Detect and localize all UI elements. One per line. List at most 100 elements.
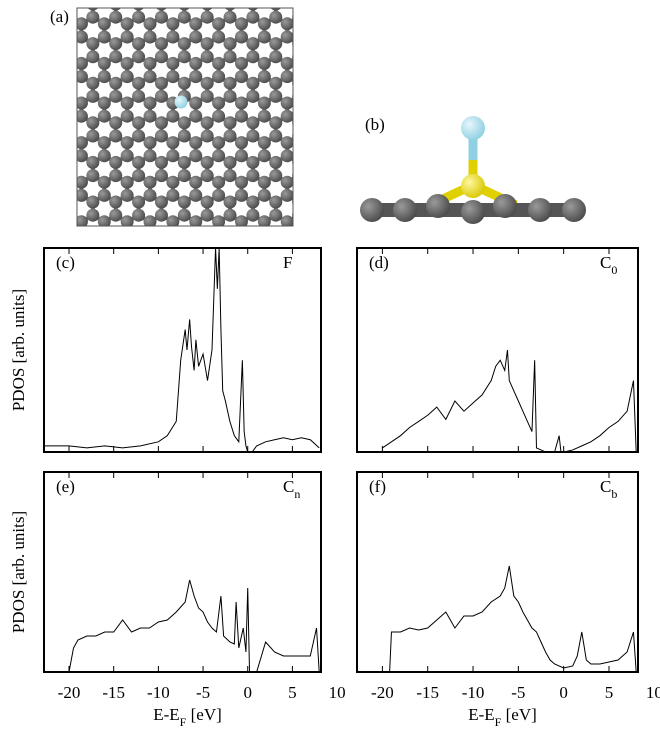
bond bbox=[344, 235, 355, 242]
bond bbox=[356, 156, 367, 163]
atom bbox=[86, 248, 99, 261]
atom bbox=[201, 50, 214, 63]
atom bbox=[189, 57, 202, 70]
atom bbox=[246, 169, 259, 182]
atom bbox=[326, 176, 339, 189]
bond bbox=[24, 77, 35, 84]
bond bbox=[356, 96, 367, 103]
bond bbox=[321, 215, 332, 222]
atom bbox=[144, 17, 157, 30]
bond bbox=[287, 235, 298, 242]
atom bbox=[258, 268, 271, 281]
atom bbox=[98, 229, 111, 242]
pdos-line bbox=[44, 248, 319, 452]
bond bbox=[321, 136, 332, 143]
atom bbox=[155, 209, 168, 222]
bond bbox=[173, 255, 184, 262]
atom bbox=[304, 268, 317, 281]
atom bbox=[315, 235, 328, 248]
bond bbox=[36, 255, 47, 262]
bond bbox=[344, 77, 355, 84]
x-label: E-EF [eV] bbox=[153, 705, 222, 729]
atom bbox=[52, 136, 65, 149]
bond bbox=[184, 235, 195, 242]
bond bbox=[356, 17, 367, 24]
bond bbox=[299, 77, 310, 84]
atom bbox=[224, 77, 237, 90]
bond bbox=[356, 176, 367, 183]
atom bbox=[0, 130, 8, 143]
atom bbox=[6, 136, 19, 149]
bond bbox=[47, 235, 58, 242]
bond bbox=[253, 0, 264, 4]
bond bbox=[59, 0, 70, 4]
bond bbox=[367, 176, 378, 183]
bond bbox=[36, 235, 47, 242]
atom bbox=[224, 116, 237, 129]
atom bbox=[86, 116, 99, 129]
bond bbox=[139, 235, 150, 242]
bond bbox=[310, 0, 321, 4]
atom bbox=[0, 50, 8, 63]
atom bbox=[235, 17, 248, 30]
atom bbox=[326, 97, 339, 110]
atom bbox=[349, 97, 362, 110]
atom bbox=[132, 209, 145, 222]
atom bbox=[155, 169, 168, 182]
atom bbox=[292, 90, 305, 103]
bond bbox=[150, 0, 161, 4]
bond bbox=[367, 17, 378, 24]
bond bbox=[1, 57, 12, 64]
atom bbox=[224, 156, 237, 169]
atom bbox=[281, 189, 294, 202]
atom bbox=[109, 77, 122, 90]
text-part: E-E bbox=[153, 705, 179, 724]
atom bbox=[41, 248, 54, 261]
atom bbox=[235, 57, 248, 70]
bond bbox=[161, 0, 172, 4]
bond bbox=[299, 96, 310, 103]
atom bbox=[246, 248, 259, 261]
bond bbox=[1, 0, 12, 4]
atom bbox=[64, 209, 77, 222]
bond bbox=[344, 215, 355, 222]
atom bbox=[212, 31, 225, 44]
bond bbox=[1, 195, 12, 202]
atom bbox=[281, 229, 294, 242]
bond bbox=[310, 57, 321, 64]
atom bbox=[166, 176, 179, 189]
bond bbox=[310, 176, 321, 183]
atom bbox=[338, 116, 351, 129]
atom bbox=[75, 268, 88, 281]
bond bbox=[299, 156, 310, 163]
bond bbox=[59, 136, 70, 143]
bond bbox=[344, 156, 355, 163]
bond bbox=[241, 235, 252, 242]
atom bbox=[189, 110, 202, 123]
atom bbox=[121, 149, 134, 162]
atom bbox=[98, 136, 111, 149]
bond bbox=[116, 255, 127, 262]
bond bbox=[36, 195, 47, 202]
side-view bbox=[360, 116, 586, 224]
bond bbox=[127, 235, 138, 242]
bond bbox=[344, 255, 355, 262]
bond bbox=[47, 176, 58, 183]
bond bbox=[333, 77, 344, 84]
bond bbox=[333, 37, 344, 44]
bond bbox=[36, 37, 47, 44]
atom bbox=[6, 189, 19, 202]
bond bbox=[173, 235, 184, 242]
atom bbox=[132, 77, 145, 90]
atom bbox=[29, 136, 42, 149]
atom bbox=[144, 189, 157, 202]
subscript: n bbox=[294, 487, 300, 501]
atom bbox=[269, 90, 282, 103]
bond bbox=[1, 255, 12, 262]
atom bbox=[235, 189, 248, 202]
panel-label: (f) bbox=[369, 477, 386, 496]
figure: (a) (b) (c)FPDOS [arb. units](d)C0-20-15… bbox=[0, 0, 660, 735]
bond bbox=[36, 176, 47, 183]
atom bbox=[41, 156, 54, 169]
atom bbox=[338, 11, 351, 24]
